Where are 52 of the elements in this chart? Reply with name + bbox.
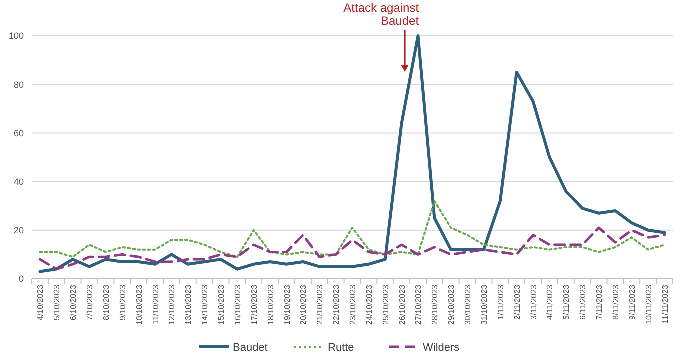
x-tick-label: 21/10/2023 bbox=[316, 284, 325, 326]
text: Attack against Baudet bbox=[344, 1, 420, 28]
x-tick-label: 13/10/2023 bbox=[184, 284, 194, 326]
x-tick-label: 23/10/2023 bbox=[348, 284, 358, 326]
x-tick-label: 25/10/2023 bbox=[381, 284, 390, 326]
x-tick-label: 30/10/2023 bbox=[464, 284, 473, 326]
x-tick-label: 10/11/2023 bbox=[644, 284, 654, 324]
x-tick-label: 8/11/2023 bbox=[611, 284, 620, 320]
legend-label: Wilders bbox=[423, 342, 460, 354]
x-tick-label: 10/10/2023 bbox=[134, 284, 144, 326]
line-series bbox=[38, 34, 666, 274]
y-tick-label: 80 bbox=[14, 80, 24, 90]
x-tick-label: 5/10/2023 bbox=[52, 284, 62, 321]
y-tick-label: 60 bbox=[14, 128, 24, 138]
x-tick-label: 14/10/2023 bbox=[200, 284, 210, 326]
x-tick-label: 6/11/2023 bbox=[578, 284, 588, 320]
y-tick-label: 40 bbox=[14, 176, 24, 187]
x-tick-label: 15/10/2023 bbox=[217, 284, 226, 326]
x-tick-label: 5/11/2023 bbox=[562, 284, 572, 320]
x-tick-label: 19/10/2023 bbox=[282, 284, 292, 326]
x-tick-label: 2/11/2023 bbox=[512, 284, 522, 320]
legend-label: Baudet bbox=[233, 342, 268, 354]
y-tick-label: 20 bbox=[14, 226, 24, 236]
x-tick-label: 7/11/2023 bbox=[595, 284, 604, 320]
x-tick-label: 31/10/2023 bbox=[480, 284, 489, 326]
x-tick-label: 29/10/2023 bbox=[447, 284, 456, 326]
x-tick-label: 22/10/2023 bbox=[332, 284, 342, 326]
x-tick-label: 11/11/2023 bbox=[660, 284, 670, 324]
x-tick-label: 7/10/2023 bbox=[86, 284, 95, 321]
x-tick-label: 17/10/2023 bbox=[250, 284, 259, 326]
x-tick-label: 3/11/2023 bbox=[529, 284, 538, 320]
y-tick-label: 0 bbox=[18, 274, 24, 284]
x-tick-label: 1/11/2023 bbox=[496, 284, 506, 320]
x-tick-label: 16/10/2023 bbox=[233, 284, 242, 326]
x-tick-label: 4/10/2023 bbox=[36, 284, 46, 321]
x-tick-label: 6/10/2023 bbox=[69, 284, 78, 321]
x-tick-label: 8/10/2023 bbox=[102, 284, 111, 321]
x-tick-label: 4/11/2023 bbox=[546, 284, 555, 320]
legend-label: Rutte bbox=[328, 342, 354, 354]
x-tick-label: 9/10/2023 bbox=[118, 284, 128, 321]
line-series bbox=[39, 200, 666, 258]
line-series bbox=[38, 226, 666, 271]
y-tick-label: 100 bbox=[8, 31, 24, 42]
x-tick-label: 24/10/2023 bbox=[364, 284, 374, 326]
x-tick-label: 26/10/2023 bbox=[398, 284, 407, 326]
x-tick-label: 12/10/2023 bbox=[168, 284, 177, 326]
x-tick-label: 18/10/2023 bbox=[266, 284, 276, 326]
x-tick-label: 20/10/2023 bbox=[299, 284, 308, 326]
x-tick-label: 28/10/2023 bbox=[430, 284, 440, 326]
x-tick-label: 11/10/2023 bbox=[151, 284, 160, 324]
x-tick-label: 27/10/2023 bbox=[414, 284, 424, 326]
x-tick-label: 9/11/2023 bbox=[628, 284, 637, 320]
